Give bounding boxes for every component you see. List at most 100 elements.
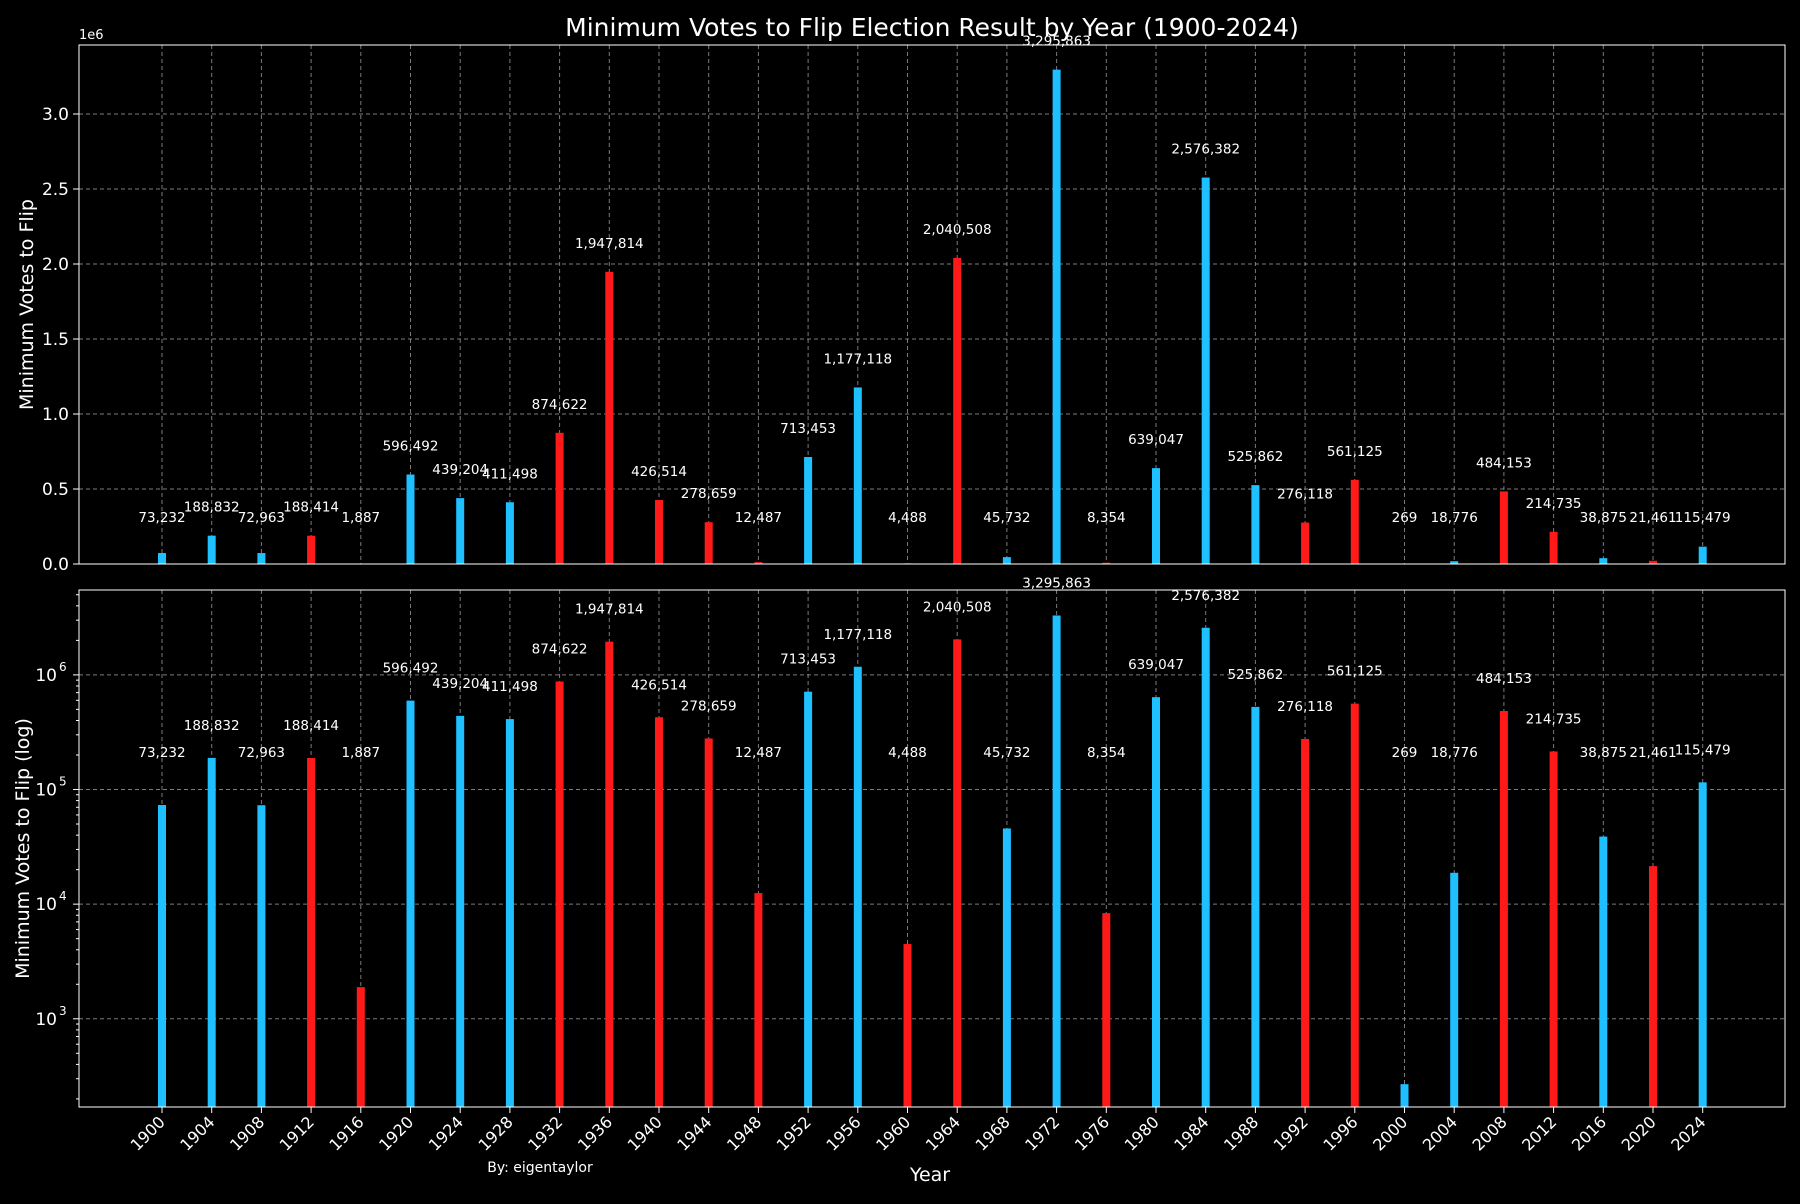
x-tick-label: 1968	[972, 1112, 1014, 1154]
x-tick-label: 1944	[673, 1112, 715, 1154]
data-label: 561,125	[1327, 664, 1383, 680]
y-tick-label: 3.0	[42, 105, 69, 125]
bar	[1550, 751, 1558, 1107]
data-label: 874,622	[532, 397, 588, 413]
y-tick-label: 0.0	[42, 555, 69, 575]
data-label: 439,204	[432, 676, 488, 692]
bar	[854, 387, 862, 564]
data-label: 1,177,118	[823, 351, 892, 367]
bar	[556, 682, 564, 1107]
data-label: 2,040,508	[923, 222, 992, 238]
bar	[1301, 739, 1309, 1107]
data-label: 18,776	[1431, 510, 1478, 526]
bar	[754, 893, 762, 1107]
data-label: 269	[1392, 745, 1418, 761]
bar	[1301, 523, 1309, 564]
bar	[705, 522, 713, 564]
x-tick-label: 1972	[1021, 1112, 1063, 1154]
bar	[1053, 615, 1061, 1107]
x-tick-label: 1916	[325, 1112, 367, 1154]
y-tick-label: 2.0	[42, 255, 69, 275]
bar	[1699, 782, 1707, 1107]
plot-frame	[79, 590, 1785, 1107]
bar	[1251, 707, 1259, 1107]
x-tick-label: 1984	[1170, 1112, 1212, 1154]
x-tick-label: 2008	[1469, 1112, 1511, 1154]
x-tick-label: 1996	[1319, 1112, 1361, 1154]
x-tick-label: 1900	[127, 1112, 169, 1154]
y-tick-label: 2.5	[42, 180, 69, 200]
bar	[1500, 491, 1508, 564]
bar	[208, 536, 216, 564]
y-tick-label: 0.5	[42, 480, 69, 500]
data-label: 596,492	[383, 439, 439, 455]
bar	[1351, 480, 1359, 564]
data-label: 713,453	[780, 652, 836, 668]
bar	[407, 475, 415, 564]
bar	[1202, 178, 1210, 564]
bar	[605, 642, 613, 1107]
y-tick-label: 10	[35, 666, 57, 686]
data-label: 4,488	[888, 510, 927, 526]
x-tick-label: 1952	[773, 1112, 815, 1154]
x-axis-label: Year	[909, 1164, 950, 1186]
x-tick-label: 1920	[375, 1112, 417, 1154]
x-tick-label: 2004	[1419, 1112, 1461, 1154]
credit-text: By: eigentaylor	[487, 1160, 593, 1176]
bar	[1102, 913, 1110, 1107]
data-label: 12,487	[735, 510, 782, 526]
data-label: 115,479	[1675, 510, 1731, 526]
bar	[1351, 704, 1359, 1107]
data-label: 1,887	[341, 745, 380, 761]
bar	[1599, 837, 1607, 1107]
x-tick-label: 1936	[574, 1112, 616, 1154]
x-tick-label: 1912	[276, 1112, 318, 1154]
x-tick-label: 1960	[872, 1112, 914, 1154]
x-tick-label: 2016	[1568, 1112, 1610, 1154]
y-tick-label: 1.5	[42, 330, 69, 350]
data-label: 525,862	[1227, 449, 1283, 465]
data-label: 73,232	[138, 510, 185, 526]
bar	[208, 758, 216, 1107]
data-label: 426,514	[631, 464, 687, 480]
bar	[1450, 873, 1458, 1107]
bar	[953, 258, 961, 564]
bar	[357, 987, 365, 1107]
x-tick-label: 1948	[723, 1112, 765, 1154]
x-tick-label: 1964	[922, 1112, 964, 1154]
data-label: 38,875	[1580, 510, 1627, 526]
bar	[1550, 532, 1558, 564]
data-label: 115,479	[1675, 742, 1731, 758]
bar	[1053, 70, 1061, 564]
y-tick-label: 1.0	[42, 405, 69, 425]
bar	[257, 805, 265, 1107]
x-tick-label: 1940	[624, 1112, 666, 1154]
data-label: 1,947,814	[575, 602, 644, 618]
x-tick-label: 2020	[1618, 1112, 1660, 1154]
x-tick-label: 1904	[176, 1112, 218, 1154]
data-label: 596,492	[383, 661, 439, 677]
x-tick-label: 2000	[1369, 1112, 1411, 1154]
data-label: 214,735	[1526, 711, 1582, 727]
y-tick-label: 10	[35, 895, 57, 915]
bar	[804, 692, 812, 1107]
data-label: 411,498	[482, 466, 538, 482]
data-label: 525,862	[1227, 667, 1283, 683]
data-label: 639,047	[1128, 432, 1184, 448]
bar	[655, 500, 663, 564]
x-tick-label: 2012	[1518, 1112, 1560, 1154]
data-label: 426,514	[631, 677, 687, 693]
data-label: 2,576,382	[1171, 142, 1240, 158]
x-tick-label: 1924	[425, 1112, 467, 1154]
bar	[1649, 866, 1657, 1107]
data-label: 713,453	[780, 421, 836, 437]
bar	[1699, 547, 1707, 564]
data-label: 1,947,814	[575, 236, 644, 252]
bar	[307, 536, 315, 564]
data-label: 72,963	[238, 510, 285, 526]
x-tick-label: 1932	[524, 1112, 566, 1154]
data-label: 72,963	[238, 745, 285, 761]
data-label: 12,487	[735, 745, 782, 761]
y-axis-label: Minimum Votes to Flip (log)	[12, 718, 34, 979]
